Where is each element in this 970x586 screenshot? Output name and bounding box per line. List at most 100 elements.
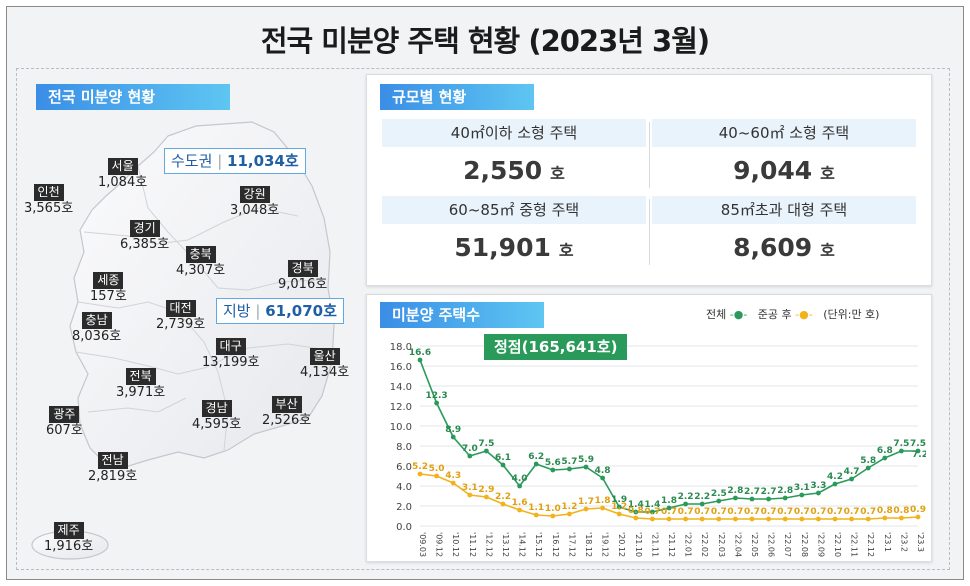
size-cell-unit: 호 xyxy=(550,164,565,183)
data-label: 5.8 xyxy=(860,456,876,466)
region-gyeonggi: 경기 6,385호 xyxy=(120,220,169,253)
x-tick-label: '09.12 xyxy=(435,532,444,557)
size-cell-number: 2,550 xyxy=(463,156,543,185)
data-point xyxy=(583,506,589,512)
series-line-total xyxy=(419,359,918,513)
region-value: 8,036호 xyxy=(72,329,122,344)
data-label: 1.8 xyxy=(595,496,611,506)
x-tick-label: '10.12 xyxy=(451,532,460,557)
data-point xyxy=(633,515,639,521)
region-name: 충남 xyxy=(81,312,112,329)
region-value: 4,595호 xyxy=(192,417,242,432)
data-label: 1.0 xyxy=(545,504,561,514)
data-label: 0.8 xyxy=(628,506,644,516)
data-label: 0.7 xyxy=(761,507,777,517)
region-name: 부산 xyxy=(271,396,302,413)
data-point xyxy=(633,509,639,515)
data-label: 4.7 xyxy=(844,467,860,477)
x-tick-label: '13.12 xyxy=(501,532,510,557)
local-area-callout: 지방 | 61,070호 xyxy=(216,298,344,324)
data-label: 0.7 xyxy=(744,507,760,517)
x-tick-label: '16.12 xyxy=(551,532,560,557)
data-point xyxy=(865,516,871,522)
size-divider xyxy=(649,122,650,188)
data-point xyxy=(716,516,722,522)
local-area-label: 지방 xyxy=(223,302,251,320)
data-point xyxy=(484,494,489,500)
x-tick-label: '23.2 xyxy=(899,532,908,552)
region-value: 3,048호 xyxy=(230,203,280,218)
data-label: 1.1 xyxy=(528,503,544,513)
region-gyeongbuk: 경북 9,016호 xyxy=(278,260,327,293)
data-label: 2.2 xyxy=(694,492,710,502)
y-tick-label: 6.0 xyxy=(396,462,412,473)
region-name: 제주 xyxy=(53,522,84,539)
x-tick-label: '22.01 xyxy=(684,532,693,557)
x-tick-label: '20.12 xyxy=(617,532,626,557)
data-label: 7.0 xyxy=(462,444,478,454)
data-point xyxy=(616,511,622,517)
unsold-housing-chart: 18.0 16.0 14.0 12.0 10.0 8.0 6.0 4.0 2.0 0.0 '09.0… xyxy=(390,342,926,557)
x-tick-label: '22.11 xyxy=(850,532,859,557)
data-point xyxy=(733,516,738,522)
x-tick-label: '22.06 xyxy=(767,532,776,557)
data-point xyxy=(467,453,473,459)
region-sejong: 세종 157호 xyxy=(90,272,127,305)
data-label: 7.5 xyxy=(893,439,909,449)
size-cell-label: 40㎡이하 소형 주택 xyxy=(382,119,646,147)
data-point xyxy=(832,481,838,487)
region-value: 13,199호 xyxy=(202,355,260,370)
x-tick-label: '21.12 xyxy=(667,532,676,557)
x-tick-label: '22.10 xyxy=(833,532,842,557)
chart-panel-tag: 미분양 주택수 xyxy=(380,302,544,328)
data-point xyxy=(616,504,622,510)
region-chungnam: 충남 8,036호 xyxy=(72,312,121,345)
data-label: 2.9 xyxy=(478,485,494,495)
region-name: 강원 xyxy=(239,186,270,203)
region-daegu: 대구 13,199호 xyxy=(202,338,259,371)
region-name: 전북 xyxy=(125,368,156,385)
data-label: 2.7 xyxy=(761,487,777,497)
region-value: 3,971호 xyxy=(116,385,166,400)
x-tick-label: '22.07 xyxy=(783,532,792,557)
x-tick-label: '23.1 xyxy=(883,532,892,552)
legend-total-label: 전체 xyxy=(706,308,727,321)
data-label: 4.3 xyxy=(445,471,461,481)
data-point xyxy=(600,475,605,481)
x-tick-label: '22.03 xyxy=(717,532,726,557)
x-tick-label: '22.08 xyxy=(800,532,809,557)
data-point xyxy=(782,495,788,501)
x-tick-label: '22.02 xyxy=(700,532,709,557)
region-jeju: 제주 1,916호 xyxy=(44,522,93,555)
data-point xyxy=(749,516,755,522)
data-point xyxy=(733,495,738,501)
x-tick-label: '21.10 xyxy=(634,532,643,557)
data-label: 0.7 xyxy=(844,507,860,517)
y-tick-label: 14.0 xyxy=(390,382,412,393)
data-label: 12.3 xyxy=(425,391,447,401)
size-cell-value: 9,044 호 xyxy=(652,151,916,191)
region-name: 경남 xyxy=(201,400,232,417)
region-gangwon: 강원 3,048호 xyxy=(230,186,279,219)
data-label: 2.2 xyxy=(678,492,694,502)
data-point xyxy=(583,464,589,470)
region-name: 대전 xyxy=(165,300,196,317)
data-point xyxy=(915,448,921,454)
data-label: 0.7 xyxy=(661,507,677,517)
data-point xyxy=(699,516,705,522)
data-label: 0.7 xyxy=(694,507,710,517)
data-point xyxy=(766,516,771,522)
data-label: 2.8 xyxy=(727,486,743,496)
data-label: 1.8 xyxy=(661,496,677,506)
data-label: 1.7 xyxy=(578,497,594,507)
region-name: 세종 xyxy=(93,272,124,289)
chart-panel xyxy=(366,294,932,562)
data-label: 5.7 xyxy=(561,457,577,467)
data-label: 1.2 xyxy=(611,502,627,512)
y-tick-label: 8.0 xyxy=(396,442,412,453)
data-label: 5.9 xyxy=(578,455,594,465)
x-tick-label: '09.03 xyxy=(418,532,427,557)
data-point xyxy=(550,467,556,473)
data-point xyxy=(567,511,572,517)
data-label: 5.2 xyxy=(412,462,428,472)
